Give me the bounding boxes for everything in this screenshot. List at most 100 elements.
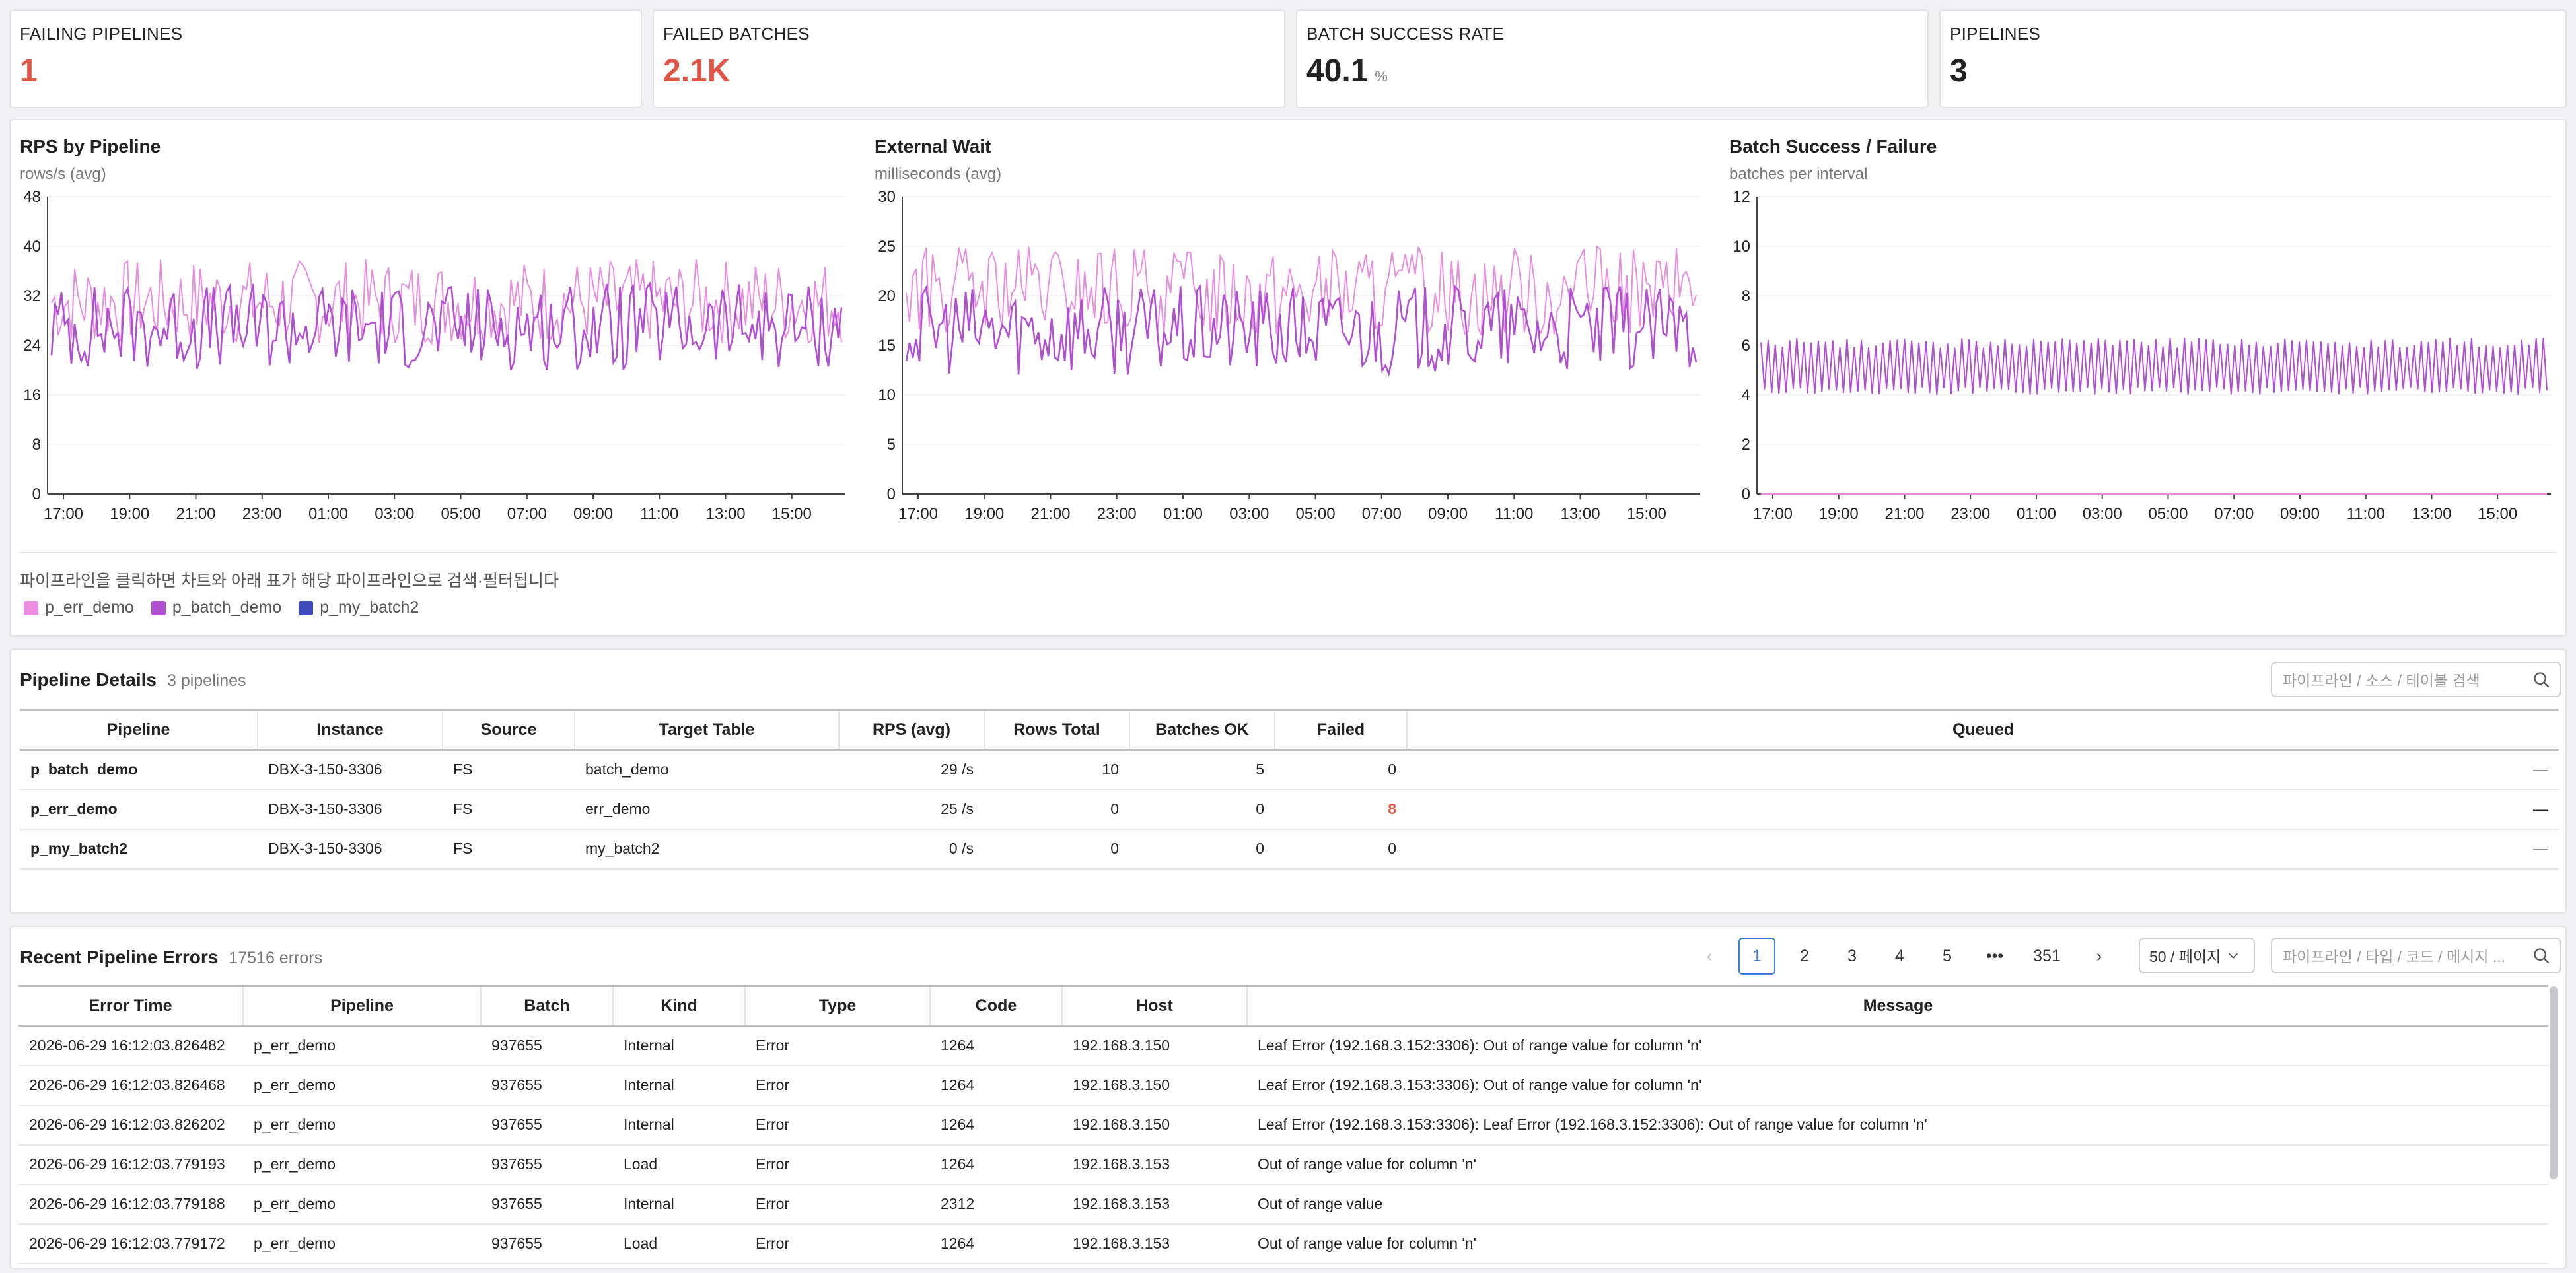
cell-message: Leaf Error (192.168.3.153:3306): Leaf Er… [1247,1105,2548,1146]
page-size-select[interactable]: 50 / 페이지 [2139,938,2255,973]
col-pipeline[interactable]: Pipeline [20,710,258,750]
col-source[interactable]: Source [443,710,575,750]
error-search-input[interactable]: 파이프라인 / 타입 / 코드 / 메시지 ... [2271,938,2561,973]
x-tick-label: 05:00 [2148,505,2188,523]
col-pipeline[interactable]: Pipeline [243,986,482,1026]
cell-target: batch_demo [575,749,839,790]
cell-error-time: 2026-06-29 16:12:03.826468 [18,1065,243,1106]
series-line-p-err-demo[interactable] [51,259,842,346]
chart-title-batch: Batch Success / Failure [1729,136,1937,156]
page-button[interactable]: 3 [1847,946,1857,965]
chart-title-wait: External Wait [875,136,991,156]
page-button[interactable]: 4 [1895,946,1904,965]
col-type[interactable]: Type [745,986,931,1026]
col-batches-ok[interactable]: Batches OK [1129,710,1275,750]
col-host[interactable]: Host [1062,986,1248,1026]
legend-swatch [299,600,314,615]
y-tick-label: 0 [32,485,41,503]
prev-page-button[interactable]: ‹ [1706,946,1713,965]
table-row[interactable]: p_my_batch2 DBX-3-150-3306 FS my_batch2 … [20,829,2559,870]
cell-message: Out of range value for column 'n' [1247,1223,2548,1264]
col-code[interactable]: Code [930,986,1063,1026]
batch-success-chart[interactable]: 0 2 4 6 8 10 12 17:00 19:00 21:00 23:00 01:00 03:00 0… [1720,190,2568,533]
cell-batch: 937655 [481,1025,613,1066]
cell-batch: 937655 [481,1223,613,1264]
x-tick-label: 01:00 [2017,505,2056,523]
cell-failed: 0 [1275,829,1407,870]
series-line-p-batch-demo[interactable] [905,283,1698,377]
y-tick-label: 30 [878,190,896,206]
legend-item-p-my-batch2[interactable]: p_my_batch2 [299,598,419,617]
series-line-p-err-demo[interactable] [906,245,1697,336]
cell-pipeline: p_err_demo [243,1025,481,1066]
cell-batch: 937655 [481,1184,613,1225]
x-tick-label: 21:00 [176,505,215,523]
y-tick-label: 8 [32,436,41,454]
page-button[interactable]: 351 [2033,946,2061,965]
legend-label: p_err_demo [45,598,134,617]
x-tick-label: 11:00 [2347,505,2385,523]
table-row[interactable]: 2026-06-29 16:12:03.826482 p_err_demo 9376… [18,1025,2548,1066]
next-page-button[interactable]: › [2096,946,2102,965]
col-instance[interactable]: Instance [258,710,443,750]
errors-scrollbar[interactable] [2550,986,2558,1179]
cell-queued: — [1407,789,2559,830]
table-row[interactable]: 2026-06-29 16:12:03.779188 p_err_demo 9376… [18,1184,2548,1225]
cell-code: 1264 [930,1144,1062,1185]
page-button[interactable]: 2 [1800,946,1809,965]
cell-host: 192.168.3.150 [1062,1065,1247,1106]
page-button[interactable]: 1 [1738,938,1775,975]
kpi-label: FAILED BATCHES [663,24,810,44]
series-line-p-batch-demo[interactable] [50,281,843,370]
chart-subtitle-wait: milliseconds (avg) [875,165,1002,183]
col-batch[interactable]: Batch [481,986,614,1026]
rps-chart[interactable]: 0 8 16 24 32 40 48 17:00 19:00 21:00 23:00 01:00 03:… [11,190,863,533]
table-row[interactable]: 2026-06-29 16:12:03.826468 p_err_demo 9376… [18,1065,2548,1106]
x-tick-label: 05:00 [441,505,480,523]
cell-code: 2312 [930,1184,1062,1225]
col-error-time[interactable]: Error Time [18,986,244,1026]
legend-swatch [24,600,38,615]
search-icon[interactable] [2532,947,2551,965]
kpi-label: FAILING PIPELINES [20,24,183,44]
x-tick-label: 09:00 [573,505,613,523]
x-tick-label: 17:00 [44,505,83,523]
more-pages-button[interactable]: ••• [1986,946,2004,965]
cell-failed: 8 [1275,789,1407,830]
pipeline-search-input[interactable]: 파이프라인 / 소스 / 테이블 검색 [2271,662,2561,697]
cell-pipeline: p_err_demo [243,1065,481,1106]
legend-item-p-batch-demo[interactable]: p_batch_demo [151,598,281,617]
cell-kind: Internal [613,1105,745,1146]
col-rows-total[interactable]: Rows Total [984,710,1130,750]
y-tick-label: 25 [878,238,896,256]
col-message[interactable]: Message [1863,996,1933,1015]
cell-host: 192.168.3.153 [1062,1184,1247,1225]
cell-kind: Internal [613,1065,745,1106]
cell-rows-total: 0 [984,789,1129,830]
search-icon[interactable] [2532,671,2551,689]
col-queued[interactable]: Queued [1952,720,2015,739]
y-tick-label: 12 [1733,190,1750,206]
legend-item-p-err-demo[interactable]: p_err_demo [24,598,134,617]
table-row[interactable]: 2026-06-29 16:12:03.779172 p_err_demo 9376… [18,1223,2548,1264]
table-row[interactable]: 2026-06-29 16:12:03.826202 p_err_demo 9376… [18,1105,2548,1146]
cell-pipeline: p_batch_demo [20,749,258,790]
col-rps[interactable]: RPS (avg) [839,710,985,750]
cell-batches-ok: 0 [1129,829,1275,870]
table-row[interactable]: p_batch_demo DBX-3-150-3306 FS batch_dem… [20,749,2559,790]
table-row[interactable]: p_err_demo DBX-3-150-3306 FS err_demo 25… [20,789,2559,830]
table-row[interactable]: 2026-06-29 16:12:03.779193 p_err_demo 9376… [18,1144,2548,1185]
page-button[interactable]: 5 [1943,946,1952,965]
series-line-p-batch-demo[interactable] [1760,337,2548,396]
recent-errors-title: Recent Pipeline Errors 17516 errors [20,947,323,967]
col-target-table[interactable]: Target Table [575,710,840,750]
cell-kind: Load [613,1144,745,1185]
cell-code: 1264 [930,1223,1062,1264]
x-tick-label: 05:00 [1295,505,1335,523]
col-failed[interactable]: Failed [1275,710,1408,750]
col-kind[interactable]: Kind [613,986,746,1026]
x-tick-label: 13:00 [2412,505,2451,523]
external-wait-chart[interactable]: 0 5 10 15 20 25 30 17:00 19:00 21:00 23:00 01:00 03:… [865,190,1717,533]
cell-host: 192.168.3.153 [1062,1223,1247,1264]
x-tick-label: 15:00 [2478,505,2517,523]
